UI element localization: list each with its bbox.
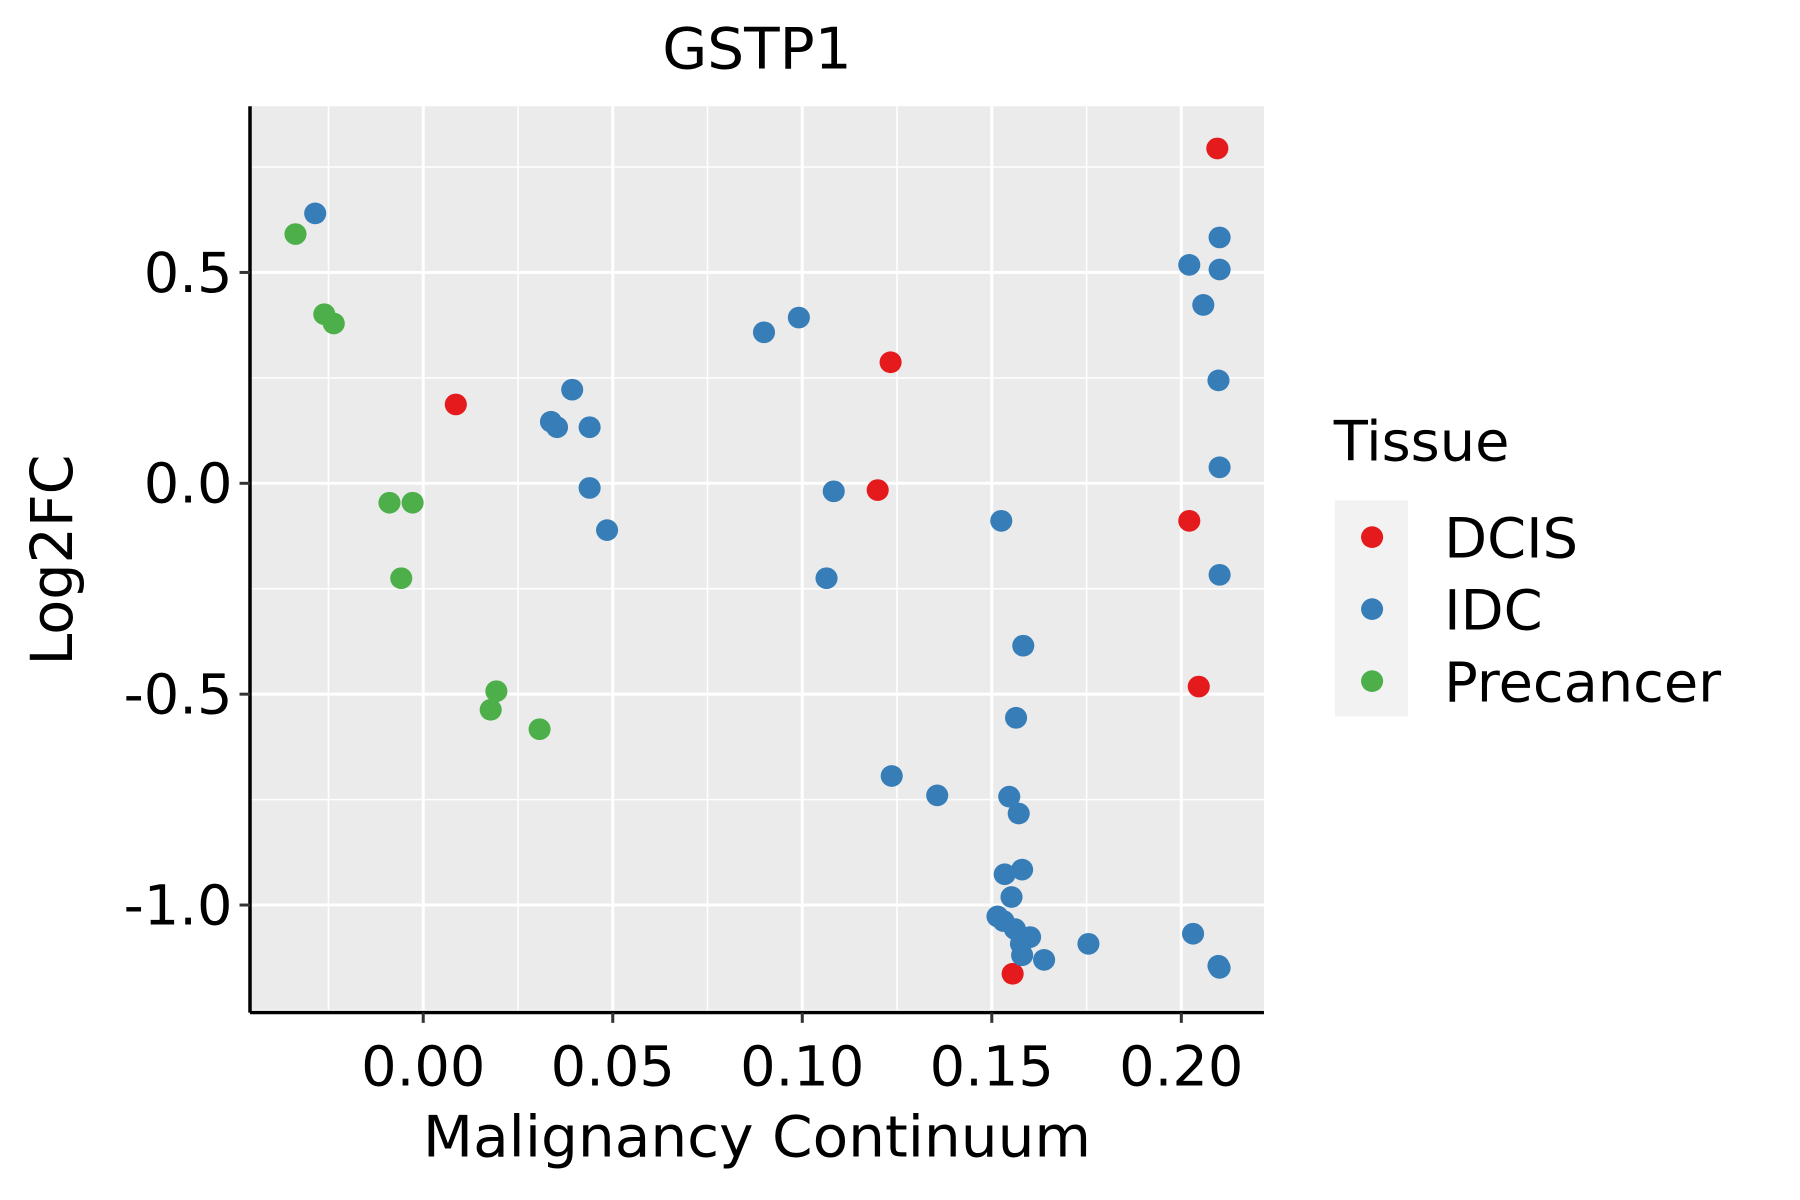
- x-axis-label: Malignancy Continuum: [423, 1103, 1091, 1170]
- x-tick-label: 0.00: [361, 1036, 485, 1099]
- point-precancer: [390, 567, 413, 590]
- point-idc: [1178, 253, 1201, 276]
- point-idc: [1182, 922, 1205, 945]
- point-precancer: [378, 491, 401, 514]
- point-idc: [1011, 858, 1034, 881]
- legend-title: Tissue: [1333, 411, 1510, 474]
- point-dcis: [444, 393, 467, 416]
- point-precancer: [528, 718, 551, 741]
- point-idc: [822, 480, 845, 503]
- point-dcis: [879, 351, 902, 374]
- point-idc: [1011, 944, 1034, 967]
- point-idc: [1208, 258, 1231, 281]
- point-idc: [752, 321, 776, 344]
- point-precancer: [479, 698, 502, 721]
- point-dcis: [1206, 137, 1229, 160]
- plot-panel: [250, 106, 1264, 1013]
- point-idc: [880, 765, 903, 787]
- y-tick-label: 0.0: [144, 453, 233, 516]
- point-idc: [578, 416, 601, 439]
- point-idc: [926, 784, 949, 807]
- point-dcis: [866, 479, 889, 501]
- x-tick-label: 0.05: [551, 1036, 675, 1099]
- legend-key-dcis: [1361, 526, 1384, 548]
- point-idc: [1007, 802, 1030, 825]
- point-dcis: [1178, 509, 1201, 532]
- axis-ticks: 0.00 0.05 0.10 0.15 0.20 0.5 0.0 -0.5 -1.0: [124, 242, 1244, 1099]
- point-idc: [815, 567, 838, 590]
- legend-key-idc: [1361, 598, 1384, 620]
- point-idc: [1012, 634, 1035, 657]
- point-idc: [304, 202, 327, 225]
- y-axis-label: Log2FC: [18, 454, 87, 665]
- gridlines: [250, 106, 1264, 1013]
- point-idc: [1000, 886, 1023, 908]
- legend-label-dcis: DCIS: [1444, 508, 1578, 571]
- x-tick-label: 0.10: [740, 1036, 864, 1099]
- point-idc: [578, 477, 601, 499]
- point-dcis: [1187, 675, 1210, 698]
- point-idc: [1208, 456, 1231, 479]
- point-idc: [1077, 932, 1100, 955]
- point-precancer: [401, 491, 424, 514]
- point-idc: [1192, 294, 1215, 316]
- legend-label-idc: IDC: [1444, 580, 1542, 643]
- legend-label-precancer: Precancer: [1444, 652, 1721, 715]
- point-idc: [561, 378, 584, 401]
- point-idc: [1208, 957, 1231, 979]
- point-idc: [993, 863, 1016, 886]
- legend-key-precancer: [1361, 670, 1384, 692]
- point-precancer: [485, 680, 508, 703]
- chart-title: GSTP1: [662, 15, 851, 82]
- y-tick-label: 0.5: [144, 242, 233, 305]
- point-idc: [998, 785, 1021, 808]
- point-idc: [545, 416, 569, 439]
- point-idc: [990, 509, 1013, 532]
- point-idc: [596, 519, 619, 541]
- point-precancer: [322, 312, 345, 335]
- y-tick-label: -0.5: [124, 664, 233, 727]
- legend: Tissue DCIS IDC Precancer: [1333, 411, 1721, 717]
- y-tick-label: -1.0: [124, 875, 233, 938]
- point-precancer: [284, 223, 307, 245]
- point-idc: [1208, 563, 1231, 586]
- point-idc: [1207, 369, 1230, 392]
- point-idc: [1005, 706, 1028, 729]
- point-idc: [787, 306, 810, 329]
- data-points: [284, 137, 1231, 985]
- x-tick-label: 0.20: [1119, 1036, 1243, 1099]
- point-idc: [1033, 948, 1056, 971]
- point-idc: [1208, 226, 1231, 249]
- point-dcis: [1001, 962, 1024, 985]
- x-tick-label: 0.15: [930, 1036, 1054, 1099]
